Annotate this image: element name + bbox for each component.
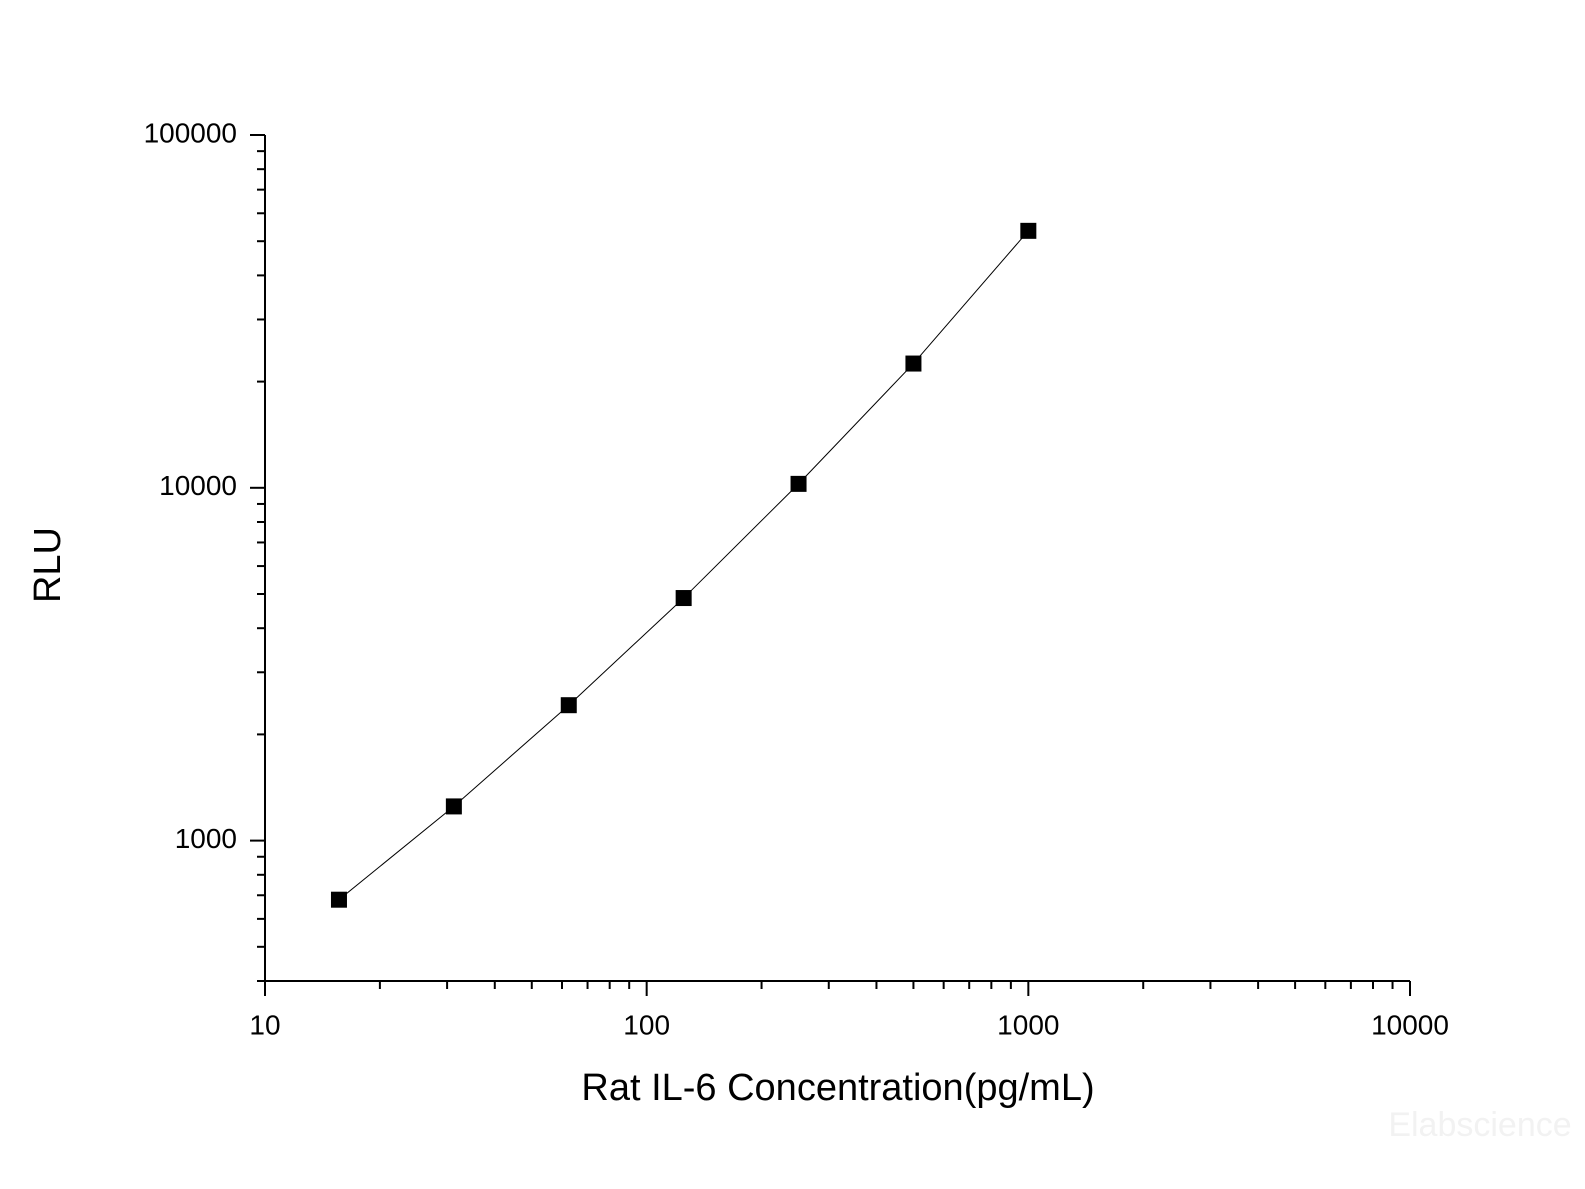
x-tick-label: 10000	[1371, 1009, 1449, 1040]
point	[905, 355, 922, 372]
point	[1020, 222, 1037, 239]
y-axis-title: RLU	[27, 527, 69, 603]
watermark: Elabscience	[1388, 1106, 1571, 1144]
point	[560, 697, 577, 714]
x-tick-label: 1000	[997, 1009, 1059, 1040]
point	[675, 590, 692, 607]
point	[790, 475, 807, 492]
point	[330, 891, 347, 908]
y-tick-label: 100000	[144, 117, 237, 148]
y-tick-label: 1000	[175, 823, 237, 854]
fit-line	[338, 230, 1029, 901]
point	[445, 798, 462, 815]
x-axis-title: Rat IL-6 Concentration(pg/mL)	[581, 1067, 1094, 1109]
x-tick-label: 100	[623, 1009, 670, 1040]
x-tick-label: 10	[249, 1009, 280, 1040]
y-tick-label: 10000	[159, 470, 237, 501]
